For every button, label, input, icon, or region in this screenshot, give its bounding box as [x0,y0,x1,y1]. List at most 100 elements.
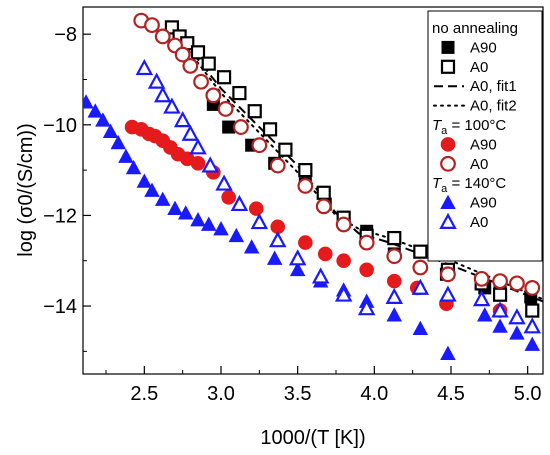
data-point [222,120,236,134]
data-point [201,56,216,71]
data-point [221,189,236,205]
y-axis-title: log (σ0/(S/cm)) [15,123,37,256]
data-point [154,28,171,45]
data-point [386,248,403,265]
data-point [440,345,456,360]
series-a90-group-2 [83,94,541,360]
legend-label: A90 [470,136,497,153]
data-point [232,85,247,101]
x-axis-title: 1000/(T [K]) [260,427,365,449]
data-point [250,213,269,230]
data-point [163,97,181,114]
legend-marker [439,212,457,229]
data-point [336,253,351,269]
data-point [110,134,127,150]
legend-label: A0, fit2 [470,98,517,115]
data-point [440,266,456,283]
data-point [492,273,508,290]
data-point [491,301,509,318]
data-point [173,111,192,128]
legend-marker [440,155,456,172]
data-point [413,244,428,259]
data-point [359,262,374,278]
data-point [524,336,541,351]
x-tick-label: 5.0 [514,383,542,405]
fit-line-2 [166,21,543,301]
legend-label: A0 [470,59,488,76]
data-point [248,201,264,216]
data-point [102,123,119,138]
legend-marker [440,59,456,74]
data-point [315,198,332,215]
series-a0-group-1 [133,12,541,296]
data-point [357,299,376,316]
data-point [193,73,209,90]
data-point [385,287,404,304]
data-point [217,101,234,117]
x-tick-label: 3.0 [207,383,235,405]
data-point [524,280,541,296]
data-point [125,159,142,175]
data-point [412,259,429,276]
data-point [243,239,260,254]
data-markers [83,12,542,360]
legend-group-header: no annealing [432,20,518,37]
data-point [182,58,199,74]
legend-label: A0 [470,214,488,231]
y-tick-label: −10 [43,115,77,137]
legend-marker [440,194,456,209]
data-point [201,156,220,173]
data-point [200,216,217,231]
legend-group-header: Ta = 140°C [432,175,506,195]
data-point [386,273,402,289]
data-point [190,211,206,227]
y-tick-label: −12 [43,205,77,227]
y-tick-label: −14 [43,296,77,318]
data-point [297,178,314,194]
data-point [262,122,278,137]
data-point [216,70,232,85]
data-point [228,227,245,243]
data-point [147,72,166,89]
data-point [509,275,525,292]
data-point [298,163,313,178]
data-point [118,148,134,163]
data-point [492,318,508,333]
data-point [311,267,330,284]
legend-label: A0 [470,156,488,173]
data-point [83,94,94,109]
data-point [335,216,352,233]
x-tick-label: 3.5 [284,383,312,405]
data-point [174,46,191,63]
data-point [230,194,249,212]
plot-area-frame [82,6,544,375]
data-point [167,200,183,215]
x-tick-label: 4.0 [360,383,388,405]
data-point [247,104,262,119]
data-point [316,185,331,200]
data-point [334,285,353,302]
x-axis: 2.5 3.0 3.5 4.0 4.5 5.0 [105,366,542,405]
data-point [278,142,293,157]
data-point [266,250,283,265]
legend-label: A0, fit1 [470,78,517,95]
data-point [215,174,233,191]
series-a0-group-2 [135,58,542,334]
data-point [473,270,490,287]
data-point [95,112,111,127]
data-point [298,235,313,250]
data-point [439,285,457,302]
x-tick-label: 4.5 [437,383,465,405]
y-tick-label: −8 [54,24,77,46]
data-point [268,231,287,248]
data-point [205,87,222,104]
data-point [472,290,491,307]
data-point [508,308,526,325]
data-point [135,58,154,76]
data-point [288,249,307,266]
data-point [269,157,286,174]
data-point [87,103,104,118]
data-point [136,173,153,188]
